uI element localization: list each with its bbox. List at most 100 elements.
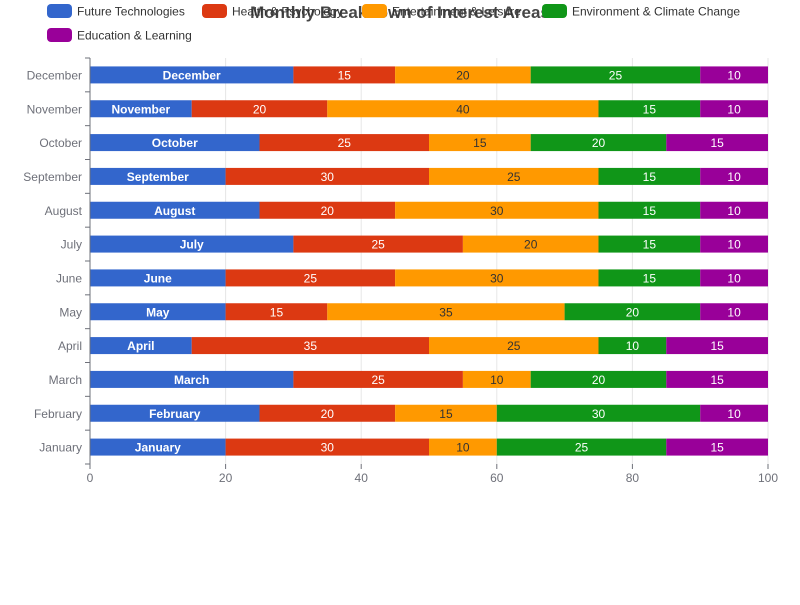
bar-segment[interactable]: [462, 235, 599, 253]
data-label: 10: [727, 238, 741, 252]
legend-label: Health & Psychology: [232, 5, 343, 19]
bar-segment[interactable]: [700, 66, 768, 84]
bar-segment[interactable]: [598, 167, 701, 185]
bar-segment[interactable]: [293, 66, 396, 84]
bar-segment[interactable]: [327, 100, 599, 118]
legend[interactable]: Future Technologies Health & Psychology En…: [47, 4, 740, 43]
bar-segment[interactable]: [530, 66, 701, 84]
data-label: 30: [321, 170, 335, 184]
legend-swatch: [362, 4, 387, 18]
bar-segment[interactable]: [700, 100, 768, 118]
bar-segment[interactable]: [395, 201, 599, 219]
data-label: 10: [490, 373, 504, 387]
bar-segment[interactable]: [462, 370, 531, 388]
legend-label: Future Technologies: [77, 5, 185, 19]
bar-segment[interactable]: [90, 134, 260, 152]
bar-segment[interactable]: [90, 201, 260, 219]
bar-segment[interactable]: [429, 134, 531, 152]
data-label: 20: [626, 305, 640, 319]
bar-segment[interactable]: [700, 303, 768, 321]
bars: January 30 10 25 15 February 20 15 30 10 March 25 10…: [90, 66, 768, 456]
bar-segment[interactable]: [700, 235, 768, 253]
bar-segment[interactable]: [598, 337, 667, 355]
bar-segment[interactable]: [564, 303, 701, 321]
bar-segment[interactable]: [327, 303, 565, 321]
data-label: 25: [507, 170, 521, 184]
data-label: 15: [710, 373, 724, 387]
bar-segment[interactable]: [598, 201, 701, 219]
bar-segment[interactable]: [700, 201, 768, 219]
legend-label: Environment & Climate Change: [572, 5, 740, 19]
data-label: 10: [727, 170, 741, 184]
bar-segment[interactable]: [598, 100, 701, 118]
bar-segment[interactable]: [530, 370, 667, 388]
bar-segment[interactable]: [666, 370, 768, 388]
y-tick-label: December: [27, 68, 82, 82]
y-tick-label: April: [58, 339, 82, 353]
bar-segment[interactable]: [259, 134, 430, 152]
x-tick-label: 80: [626, 471, 640, 485]
bar-segment[interactable]: [429, 337, 599, 355]
data-label: 10: [727, 271, 741, 285]
bar-segment[interactable]: [90, 167, 226, 185]
bar-segment[interactable]: [90, 370, 294, 388]
bar-segment[interactable]: [666, 134, 768, 152]
data-label: 20: [321, 407, 335, 421]
bar-segment[interactable]: [90, 337, 192, 355]
data-label: 15: [439, 407, 453, 421]
bar-segment[interactable]: [225, 303, 328, 321]
bar-segment[interactable]: [666, 337, 768, 355]
bar-segment[interactable]: [293, 235, 463, 253]
legend-item-education-and-learning[interactable]: Education & Learning: [47, 28, 192, 43]
data-label: December: [163, 68, 221, 82]
legend-swatch: [47, 4, 72, 18]
legend-item-entertainment-and-leisure[interactable]: Entertainment & Leisure: [362, 4, 521, 19]
bar-segment[interactable]: [429, 438, 497, 456]
bar-segment[interactable]: [666, 438, 768, 456]
data-label: 30: [490, 204, 504, 218]
bar-segment[interactable]: [293, 370, 463, 388]
bar-segment[interactable]: [395, 66, 531, 84]
bar-segment[interactable]: [530, 134, 667, 152]
bar-segment[interactable]: [598, 269, 701, 287]
data-label: April: [127, 339, 154, 353]
bar-segment[interactable]: [191, 100, 328, 118]
chart-title: Monthly Breakdown of Interest Areas: [250, 3, 550, 22]
bar-segment[interactable]: [225, 269, 396, 287]
data-label: 25: [304, 271, 318, 285]
bar-segment[interactable]: [598, 235, 701, 253]
x-tick-label: 40: [355, 471, 369, 485]
bar-segment[interactable]: [225, 167, 429, 185]
bar-segment[interactable]: [429, 167, 599, 185]
bar-segment[interactable]: [259, 404, 396, 422]
legend-swatch: [202, 4, 227, 18]
bar-segment[interactable]: [90, 66, 294, 84]
bar-segment[interactable]: [395, 404, 497, 422]
legend-item-future-technologies[interactable]: Future Technologies: [47, 4, 185, 19]
bar-segment[interactable]: [700, 269, 768, 287]
bar-segment[interactable]: [496, 438, 667, 456]
bar-segment[interactable]: [90, 404, 260, 422]
x-tick-label: 0: [87, 471, 94, 485]
bar-segment[interactable]: [225, 438, 429, 456]
bar-segment[interactable]: [395, 269, 599, 287]
legend-item-health-and-psychology[interactable]: Health & Psychology: [202, 4, 343, 19]
bar-segment[interactable]: [90, 438, 226, 456]
bar-segment[interactable]: [90, 100, 192, 118]
bar-segment[interactable]: [496, 404, 701, 422]
data-label: March: [174, 373, 209, 387]
bar-segment[interactable]: [90, 303, 226, 321]
data-label: November: [112, 102, 171, 116]
bar-segment[interactable]: [90, 235, 294, 253]
bar-segment[interactable]: [191, 337, 429, 355]
data-label: 15: [643, 102, 657, 116]
bar-segment[interactable]: [90, 269, 226, 287]
data-label: 25: [507, 339, 521, 353]
data-label: 25: [575, 441, 589, 455]
legend-item-environment-and-climate-change[interactable]: Environment & Climate Change: [542, 4, 740, 19]
data-label: September: [127, 170, 189, 184]
bar-segment[interactable]: [700, 167, 768, 185]
bar-segment[interactable]: [700, 404, 768, 422]
bar-segment[interactable]: [259, 201, 396, 219]
